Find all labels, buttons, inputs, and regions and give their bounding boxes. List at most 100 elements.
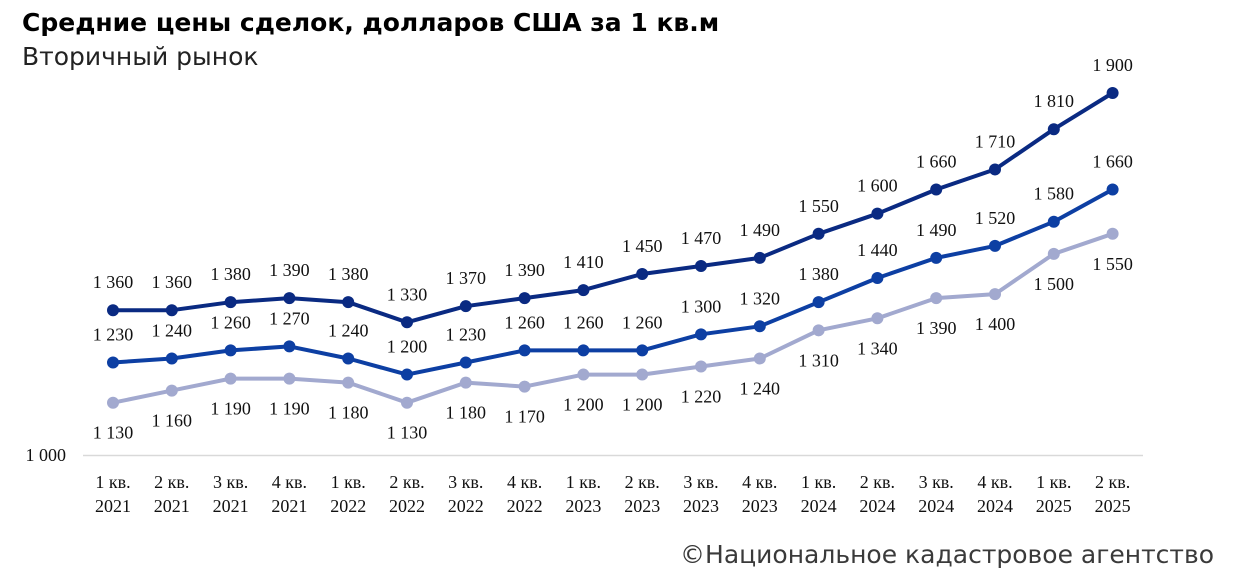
data-label-low: 1 550 <box>1092 254 1133 274</box>
source-credit: ©Национальное кадастровое агентство <box>680 540 1214 569</box>
data-label-low: 1 180 <box>328 403 369 423</box>
chart-subtitle: Вторичный рынок <box>22 42 259 71</box>
data-label-mid: 1 300 <box>681 296 722 316</box>
x-tick-label: 1 кв. <box>566 472 601 492</box>
data-label-top: 1 360 <box>93 272 134 292</box>
data-label-mid: 1 240 <box>328 320 369 340</box>
data-point-top <box>459 300 472 313</box>
x-tick-label: 3 кв. <box>919 472 954 492</box>
data-point-low <box>636 368 649 381</box>
x-tick-label-year: 2021 <box>95 496 131 516</box>
data-label-low: 1 170 <box>504 407 545 427</box>
data-point-mid <box>636 344 649 357</box>
data-label-mid: 1 580 <box>1034 184 1075 204</box>
data-label-low: 1 240 <box>740 378 781 398</box>
data-point-top <box>636 268 649 281</box>
data-point-mid <box>401 368 413 381</box>
x-tick-label-year: 2023 <box>624 496 660 516</box>
data-point-low <box>753 352 766 365</box>
data-point-low <box>1047 247 1060 260</box>
data-point-top <box>695 259 707 272</box>
data-label-low: 1 500 <box>1034 274 1075 294</box>
x-tick-label-year: 2021 <box>271 496 307 516</box>
data-label-low: 1 130 <box>93 423 134 443</box>
data-label-low: 1 180 <box>446 403 487 423</box>
x-tick-label: 2 кв. <box>154 472 189 492</box>
x-tick-label-year: 2024 <box>918 496 954 516</box>
x-tick-label-year: 2022 <box>448 496 484 516</box>
data-point-top <box>1106 87 1119 100</box>
data-point-low <box>283 372 296 385</box>
data-label-mid: 1 200 <box>387 337 428 357</box>
x-tick-label-year: 2022 <box>330 496 366 516</box>
data-point-mid <box>871 272 884 285</box>
x-tick-label: 4 кв. <box>742 472 777 492</box>
data-point-top <box>812 227 825 240</box>
x-tick-label: 4 кв. <box>977 472 1012 492</box>
data-label-top: 1 370 <box>446 268 487 288</box>
data-point-top <box>577 284 590 297</box>
x-tick-label: 3 кв. <box>448 472 483 492</box>
x-tick-label: 2 кв. <box>625 472 660 492</box>
data-label-top: 1 390 <box>269 260 310 280</box>
data-label-mid: 1 260 <box>210 312 251 332</box>
data-label-low: 1 200 <box>622 395 663 415</box>
data-label-low: 1 190 <box>269 399 310 419</box>
x-tick-label: 2 кв. <box>1095 472 1130 492</box>
data-label-low: 1 390 <box>916 318 957 338</box>
x-tick-label: 3 кв. <box>213 472 248 492</box>
data-label-mid: 1 230 <box>446 324 487 344</box>
x-tick-label-year: 2023 <box>683 496 719 516</box>
data-label-mid: 1 320 <box>740 288 781 308</box>
data-label-top: 1 550 <box>798 196 839 216</box>
data-label-top: 1 330 <box>387 284 428 304</box>
data-label-low: 1 400 <box>975 314 1016 334</box>
data-point-low <box>459 376 472 389</box>
data-label-mid: 1 660 <box>1092 152 1133 172</box>
x-tick-label-year: 2021 <box>154 496 190 516</box>
data-label-top: 1 390 <box>504 260 545 280</box>
x-tick-label: 1 кв. <box>1036 472 1071 492</box>
y-tick-label: 1 000 <box>26 445 67 465</box>
data-point-top <box>930 183 943 196</box>
data-label-low: 1 200 <box>563 395 604 415</box>
data-label-top: 1 470 <box>681 228 722 248</box>
x-tick-label: 4 кв. <box>272 472 307 492</box>
series-line-top <box>111 91 1115 325</box>
data-point-mid <box>224 344 237 357</box>
data-point-top <box>107 304 119 317</box>
data-label-mid: 1 260 <box>622 312 663 332</box>
data-label-low: 1 160 <box>152 411 193 431</box>
data-label-top: 1 360 <box>152 272 193 292</box>
x-tick-label: 2 кв. <box>860 472 895 492</box>
data-label-mid: 1 380 <box>798 264 839 284</box>
data-label-top: 1 450 <box>622 236 663 256</box>
data-label-top: 1 710 <box>975 131 1016 151</box>
x-tick-label-year: 2023 <box>565 496 601 516</box>
data-point-low <box>812 324 825 337</box>
chart-title: Средние цены сделок, долларов США за 1 к… <box>22 8 720 37</box>
data-point-top <box>342 296 355 309</box>
x-tick-label-year: 2024 <box>801 496 837 516</box>
data-point-top <box>753 251 766 264</box>
data-label-top: 1 660 <box>916 152 957 172</box>
x-tick-label: 4 кв. <box>507 472 542 492</box>
series-line-low <box>111 231 1115 405</box>
data-point-top <box>871 207 884 220</box>
data-label-low: 1 130 <box>387 423 428 443</box>
data-label-top: 1 380 <box>210 264 251 284</box>
data-point-mid <box>812 296 825 309</box>
x-tick-label-year: 2024 <box>859 496 895 516</box>
data-label-top: 1 810 <box>1034 91 1075 111</box>
data-label-low: 1 190 <box>210 399 251 419</box>
x-tick-label: 2 кв. <box>389 472 424 492</box>
x-tick-label-year: 2021 <box>213 496 249 516</box>
x-tick-label: 1 кв. <box>801 472 836 492</box>
data-label-low: 1 340 <box>857 338 898 358</box>
data-label-top: 1 490 <box>740 220 781 240</box>
x-tick-label-year: 2025 <box>1095 496 1131 516</box>
x-tick-label: 1 кв. <box>331 472 366 492</box>
data-point-top <box>989 163 1001 176</box>
x-tick-label-year: 2022 <box>389 496 425 516</box>
data-point-low <box>107 396 119 409</box>
